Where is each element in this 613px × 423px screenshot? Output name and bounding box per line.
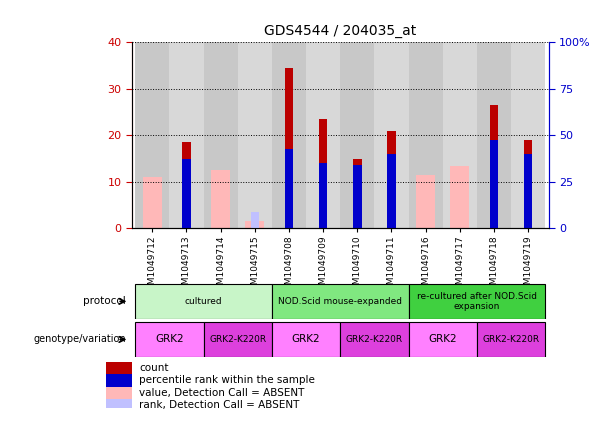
Title: GDS4544 / 204035_at: GDS4544 / 204035_at xyxy=(264,25,416,38)
Bar xyxy=(353,159,362,228)
Text: protocol: protocol xyxy=(83,297,126,306)
Bar xyxy=(182,143,191,228)
Bar xyxy=(340,322,408,357)
Bar xyxy=(511,42,545,228)
Bar xyxy=(272,42,306,228)
Bar xyxy=(284,68,293,228)
Bar xyxy=(408,284,545,319)
Bar xyxy=(353,165,362,228)
Bar xyxy=(238,42,272,228)
Bar xyxy=(375,42,408,228)
Bar xyxy=(251,212,259,228)
Bar xyxy=(451,166,469,228)
Bar xyxy=(272,322,340,357)
Text: rank, Detection Call = ABSENT: rank, Detection Call = ABSENT xyxy=(139,400,300,410)
Bar xyxy=(319,163,327,228)
Text: GRK2-K220R: GRK2-K220R xyxy=(346,335,403,344)
Text: genotype/variation: genotype/variation xyxy=(33,335,126,344)
Bar xyxy=(284,149,293,228)
Bar xyxy=(143,177,162,228)
Bar xyxy=(135,284,272,319)
Bar xyxy=(211,170,230,228)
Bar xyxy=(319,119,327,228)
Bar xyxy=(477,42,511,228)
Bar xyxy=(306,42,340,228)
Text: value, Detection Call = ABSENT: value, Detection Call = ABSENT xyxy=(139,387,305,398)
Bar xyxy=(182,159,191,228)
Bar xyxy=(387,131,396,228)
Bar xyxy=(387,154,396,228)
Bar xyxy=(416,175,435,228)
Bar xyxy=(105,374,132,387)
Bar xyxy=(490,105,498,228)
Text: GRK2: GRK2 xyxy=(428,335,457,344)
Bar xyxy=(524,140,533,228)
Text: GRK2: GRK2 xyxy=(292,335,321,344)
Text: cultured: cultured xyxy=(185,297,223,306)
Bar xyxy=(408,42,443,228)
Bar xyxy=(524,154,533,228)
Bar xyxy=(408,322,477,357)
Bar xyxy=(105,399,132,411)
Text: GRK2: GRK2 xyxy=(155,335,184,344)
Bar xyxy=(477,322,545,357)
Bar xyxy=(204,322,272,357)
Bar xyxy=(204,42,238,228)
Bar xyxy=(490,140,498,228)
Text: GRK2-K220R: GRK2-K220R xyxy=(209,335,266,344)
Bar xyxy=(105,362,132,374)
Bar xyxy=(245,222,264,228)
Bar xyxy=(105,387,132,399)
Bar xyxy=(135,42,169,228)
Text: count: count xyxy=(139,363,169,374)
Text: NOD.Scid mouse-expanded: NOD.Scid mouse-expanded xyxy=(278,297,402,306)
Bar xyxy=(135,322,204,357)
Bar xyxy=(272,284,408,319)
Text: GRK2-K220R: GRK2-K220R xyxy=(482,335,539,344)
Text: percentile rank within the sample: percentile rank within the sample xyxy=(139,376,315,385)
Bar xyxy=(443,42,477,228)
Bar xyxy=(340,42,375,228)
Text: re-cultured after NOD.Scid
expansion: re-cultured after NOD.Scid expansion xyxy=(417,292,537,311)
Bar xyxy=(169,42,204,228)
